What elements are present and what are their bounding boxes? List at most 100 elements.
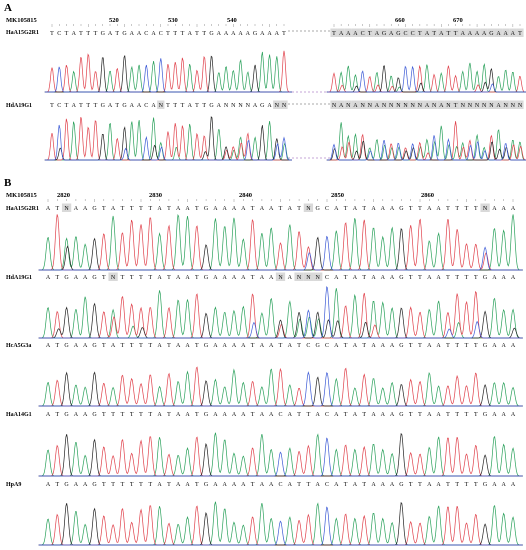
- panel-a-sample-1-base-call: A: [130, 31, 135, 37]
- panel-a-sample-2-base-call: A: [188, 103, 193, 109]
- panel-a-sample-2-ambiguous-highlight: [459, 100, 467, 109]
- panel-a-sample-1-base-call: G: [122, 31, 127, 37]
- panel-b-pos-5: 2860: [421, 192, 434, 199]
- panel-b-sample-4-base-call: A: [288, 412, 293, 418]
- panel-a-sample-1-ambiguous-highlight: [452, 28, 460, 37]
- panel-b-sample-1-trace: [38, 214, 523, 271]
- panel-a-sample-1-base-call: A: [504, 31, 509, 37]
- panel-a-sample-1-base-call: G: [209, 31, 214, 37]
- panel-b-sample-3-trace-G: [38, 371, 523, 407]
- panel-a-sample-1-base-call: A: [267, 31, 272, 37]
- panel-a-pos-2: 530: [168, 17, 178, 24]
- panel-b-sample-3-base-call: A: [74, 343, 79, 349]
- panel-b-sample-4-base-call: A: [241, 412, 246, 418]
- panel-a-sample-2-base-call: T: [86, 103, 90, 109]
- panel-a-sample-2-base-call: N: [411, 103, 416, 109]
- panel-b-sample-1-base-call: A: [111, 206, 116, 212]
- panel-b-sample-2-ambiguous-highlight: [275, 272, 286, 281]
- panel-b-sample-5-base-call: A: [288, 482, 293, 488]
- panel-a-sample-1-base-call: G: [101, 31, 106, 37]
- panel-a-sample-1-base-call: A: [137, 31, 142, 37]
- panel-b-sample-1-ambiguous-highlight: [303, 203, 314, 212]
- panel-b-sample-3-base-call: A: [223, 343, 228, 349]
- panel-a-sample-2-ambiguous-highlight: [273, 100, 281, 109]
- panel-b-sample-3-base-call: A: [157, 343, 162, 349]
- panel-b-sample-4-base-call: A: [176, 412, 181, 418]
- panel-a-sample-2-base-call: G: [209, 103, 214, 109]
- panel-a-sample-1-ambiguous-highlight: [502, 28, 510, 37]
- panel-b-sample-4-base-call: A: [46, 412, 51, 418]
- panel-a-sample-1-base-call: A: [108, 31, 113, 37]
- panel-a-sample-2-base-call: T: [173, 103, 177, 109]
- panel-a-sample-1-base-call: A: [496, 31, 501, 37]
- panel-b-sample-2-base-call: T: [465, 275, 469, 281]
- panel-b-sample-2-base-call: T: [362, 275, 366, 281]
- panel-b-sample-2-base-call: T: [251, 275, 255, 281]
- panel-a-sample-1-base-call: A: [511, 31, 516, 37]
- panel-b-sample-1-base-call: T: [418, 206, 422, 212]
- panel-b-sample-2-base-call: A: [83, 275, 88, 281]
- panel-a-sample-1-base-call: T: [50, 31, 54, 37]
- panel-a-sample-1-trace-T: [44, 50, 292, 93]
- panel-a-sample-1-base-call: T: [79, 31, 83, 37]
- panel-b-sample-1-base-call: A: [74, 206, 79, 212]
- panel-b-sample-5-base-call: T: [307, 482, 311, 488]
- panel-b-sample-1-base-call: G: [399, 206, 404, 212]
- panel-a-sample-1-base-call: A: [260, 31, 265, 37]
- panel-a-sample-1-ambiguous-highlight: [487, 28, 495, 37]
- panel-a-sample-1-base-call: A: [246, 31, 251, 37]
- panel-a-sample-2-trace-T: [326, 121, 526, 161]
- panel-b-sample-3-base-call: G: [483, 343, 488, 349]
- panel-a-sample-2-ambiguous-highlight: [494, 100, 503, 109]
- panel-a-sample-1-ambiguous-highlight: [394, 28, 402, 37]
- panel-b-sample-3-base-call: A: [288, 343, 293, 349]
- panel-a-sample-1-base-call: A: [482, 31, 487, 37]
- panel-a-sample-2-ambiguous-highlight: [502, 100, 510, 109]
- panel-b-sample-5-base-call: T: [55, 482, 59, 488]
- panel-a-sample-2-ambiguous-highlight: [351, 100, 360, 109]
- panel-a-sample-2-ambiguous-highlight: [430, 100, 438, 109]
- panel-b-sample-3-trace-T: [38, 366, 523, 407]
- panel-b-sample-1-base-call: A: [83, 206, 88, 212]
- panel-a-sample-2-base-call: A: [425, 103, 430, 109]
- panel-b-sample-4-base-call: A: [185, 412, 190, 418]
- panel-a-sample-2-ambiguous-highlight: [157, 100, 165, 109]
- panel-a-sample-2-base-call: N: [389, 103, 394, 109]
- panel-a-sample-2-base-call: T: [94, 103, 98, 109]
- panel-b-sample-5-base-call: A: [427, 482, 432, 488]
- panel-a-sample-2-trace-T: [44, 116, 292, 161]
- panel-b-sample-2-base-call: A: [288, 275, 293, 281]
- panel-b-sample-4-base-call: T: [455, 412, 459, 418]
- panel-a-pos-5: 670: [453, 17, 463, 24]
- gap-dashes: [288, 30, 330, 159]
- panel-b-sample-3-base-call: T: [279, 343, 283, 349]
- panel-b-sample-4-base-call: T: [121, 412, 125, 418]
- panel-a-sample-1-base-call: T: [332, 31, 336, 37]
- panel-b-sample-1-ambiguous-highlight: [61, 203, 72, 212]
- panel-b-sample-3-base-call: T: [344, 343, 348, 349]
- panel-a-sample-2-trace-C: [326, 135, 526, 161]
- panel-b-sample-3-base-call: A: [213, 343, 218, 349]
- panel-a-sample-1-base-call: T: [447, 31, 451, 37]
- panel-b-sample-2-base-call: N: [297, 275, 302, 281]
- panel-b-sample-2-ambiguous-highlight: [294, 272, 304, 281]
- panel-a-sample-1-base-call: T: [282, 31, 286, 37]
- panel-b-sample-5-trace-T: [38, 505, 523, 546]
- panel-a-sample-2-base-call: T: [202, 103, 206, 109]
- panel-b-sample-2-base-call: A: [74, 275, 79, 281]
- panel-a-sample-1-base-call: T: [432, 31, 436, 37]
- panel-b-sample-5-base-call: G: [483, 482, 488, 488]
- panel-b-sample-4-base-call: T: [297, 412, 301, 418]
- panel-b-sample-4-base-call: T: [111, 412, 115, 418]
- panel-b-sample-4-base-call: A: [371, 412, 376, 418]
- panel-a-sample-2-base-call: A: [72, 103, 77, 109]
- panel-a-sample-2-base-call: N: [511, 103, 516, 109]
- panel-b-sample-3-trace-C: [38, 371, 523, 407]
- panel-b-sample-1-base-call: T: [102, 206, 106, 212]
- panel-b-sample-3-base-call: A: [46, 343, 51, 349]
- panel-b-sample-3-base-call: T: [465, 343, 469, 349]
- panel-a-sample-1-base-call: T: [94, 31, 98, 37]
